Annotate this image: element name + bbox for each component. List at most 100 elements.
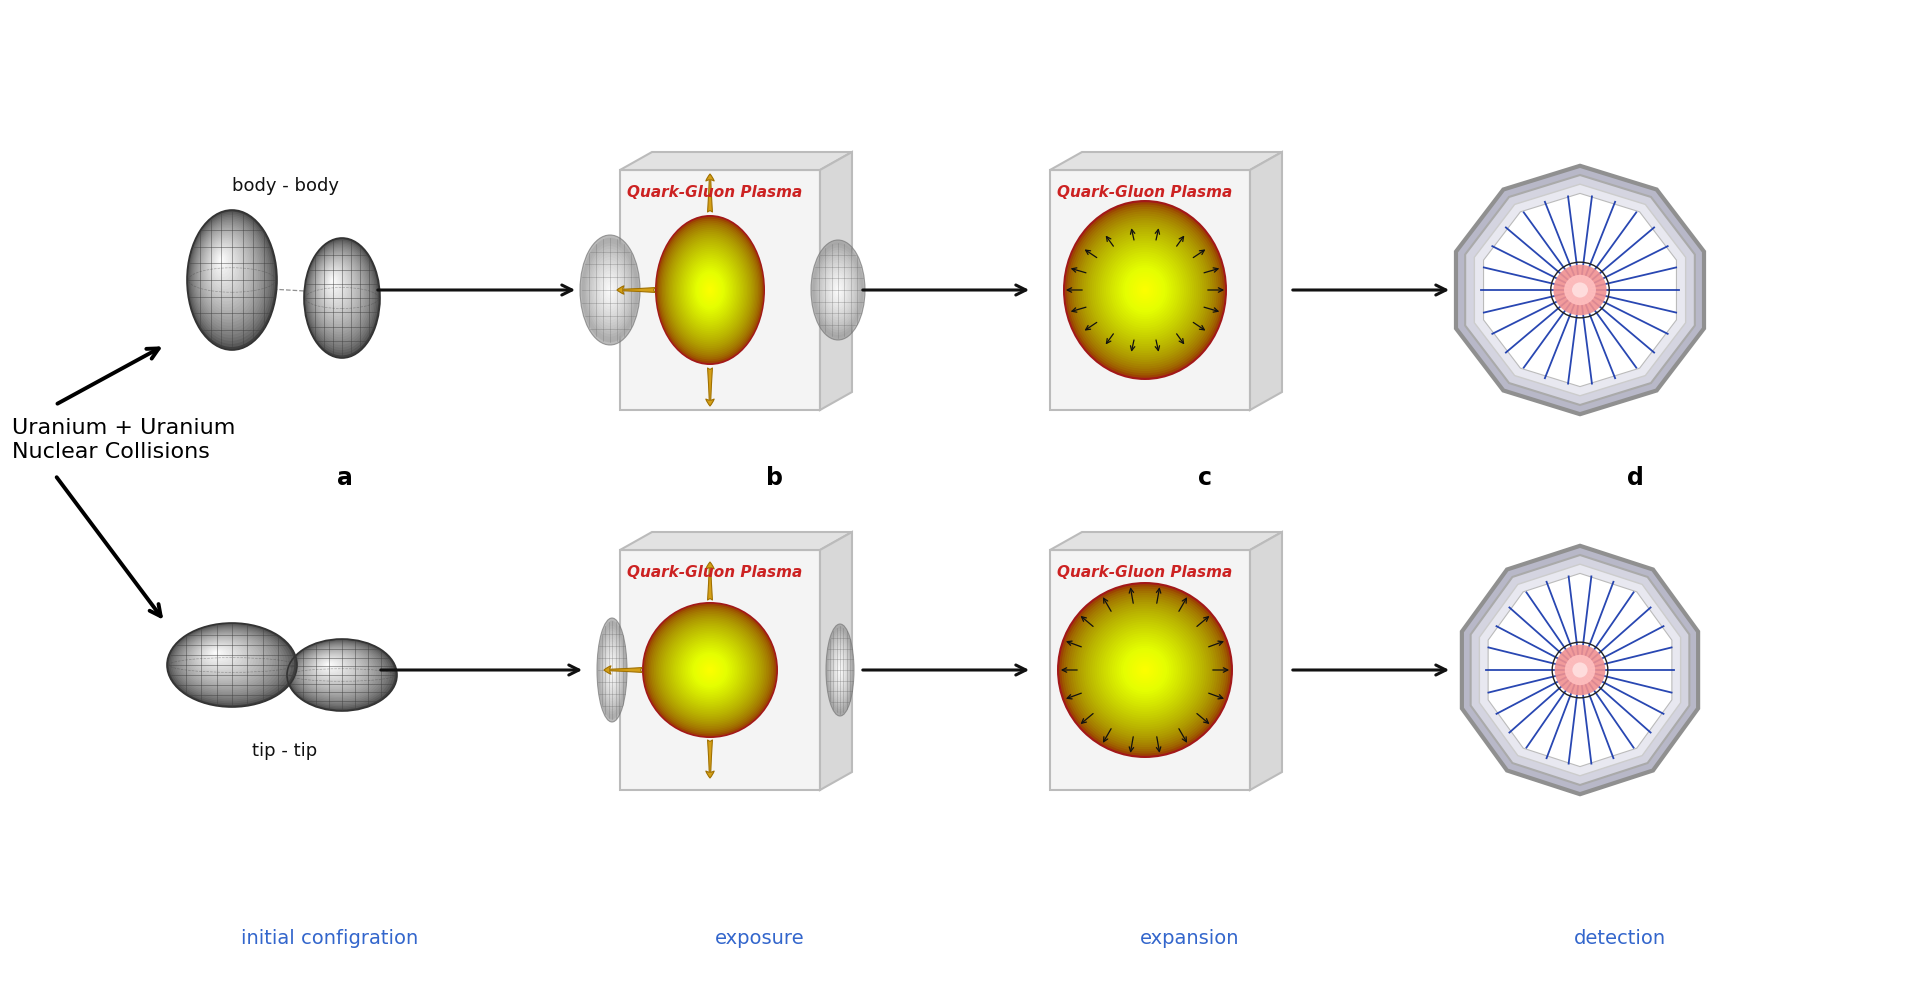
Ellipse shape [1565, 654, 1596, 685]
Ellipse shape [330, 276, 338, 288]
Ellipse shape [217, 254, 227, 268]
Ellipse shape [196, 223, 261, 326]
Ellipse shape [1083, 609, 1206, 732]
Ellipse shape [311, 654, 355, 683]
Ellipse shape [1081, 606, 1210, 734]
Ellipse shape [609, 659, 614, 680]
Ellipse shape [707, 284, 714, 296]
Ellipse shape [603, 639, 620, 701]
Ellipse shape [697, 656, 724, 684]
Ellipse shape [1104, 629, 1187, 712]
Ellipse shape [194, 640, 252, 676]
Ellipse shape [647, 607, 774, 733]
Ellipse shape [668, 234, 751, 346]
Ellipse shape [837, 660, 843, 679]
Ellipse shape [676, 636, 745, 704]
Ellipse shape [298, 645, 378, 699]
Ellipse shape [300, 646, 376, 697]
Text: c: c [1198, 466, 1212, 490]
Ellipse shape [664, 624, 756, 716]
Ellipse shape [1073, 597, 1217, 742]
Ellipse shape [591, 254, 630, 326]
Ellipse shape [196, 641, 248, 674]
Ellipse shape [219, 257, 223, 262]
Ellipse shape [828, 627, 852, 714]
Ellipse shape [699, 659, 720, 680]
Ellipse shape [209, 241, 242, 292]
Ellipse shape [678, 245, 743, 335]
Polygon shape [1471, 555, 1690, 785]
Ellipse shape [1125, 267, 1165, 313]
Ellipse shape [200, 228, 257, 317]
Ellipse shape [1094, 234, 1196, 346]
Ellipse shape [584, 244, 636, 337]
Ellipse shape [662, 227, 756, 353]
Ellipse shape [317, 656, 349, 678]
Ellipse shape [645, 606, 774, 735]
Ellipse shape [611, 662, 614, 678]
Ellipse shape [1121, 263, 1169, 317]
Ellipse shape [660, 223, 760, 357]
Polygon shape [1250, 152, 1283, 410]
Ellipse shape [211, 649, 225, 658]
Ellipse shape [1106, 248, 1185, 333]
Ellipse shape [670, 630, 751, 711]
Ellipse shape [303, 238, 380, 358]
Ellipse shape [1064, 200, 1227, 380]
Ellipse shape [319, 658, 344, 675]
Ellipse shape [611, 665, 614, 675]
Ellipse shape [691, 265, 728, 315]
Text: Quark-Gluon Plasma: Quark-Gluon Plasma [628, 185, 803, 200]
Ellipse shape [1068, 593, 1221, 747]
Ellipse shape [1125, 650, 1165, 690]
Ellipse shape [190, 213, 273, 344]
Ellipse shape [601, 634, 622, 707]
Ellipse shape [202, 644, 240, 669]
Ellipse shape [828, 270, 849, 310]
Ellipse shape [707, 286, 712, 294]
Ellipse shape [296, 644, 380, 700]
Ellipse shape [657, 618, 762, 723]
Ellipse shape [167, 623, 298, 707]
Text: initial configration: initial configration [242, 929, 419, 947]
Ellipse shape [1123, 648, 1167, 692]
Ellipse shape [818, 252, 858, 328]
Ellipse shape [321, 263, 351, 311]
Text: expansion: expansion [1140, 929, 1240, 947]
Ellipse shape [313, 252, 365, 332]
Ellipse shape [835, 651, 845, 688]
Ellipse shape [1131, 274, 1160, 306]
Ellipse shape [693, 653, 728, 687]
Ellipse shape [194, 639, 253, 678]
Ellipse shape [1085, 611, 1204, 730]
Ellipse shape [169, 624, 294, 705]
Ellipse shape [313, 655, 353, 681]
Ellipse shape [591, 257, 628, 323]
Ellipse shape [1089, 613, 1202, 728]
Ellipse shape [1139, 283, 1152, 297]
Ellipse shape [307, 651, 363, 688]
Ellipse shape [1069, 595, 1219, 744]
Ellipse shape [837, 663, 843, 677]
Ellipse shape [588, 248, 632, 332]
Ellipse shape [662, 623, 758, 718]
Ellipse shape [1142, 288, 1146, 292]
Polygon shape [1250, 532, 1283, 790]
Ellipse shape [708, 288, 712, 292]
Ellipse shape [1092, 232, 1198, 348]
Ellipse shape [607, 651, 616, 688]
Ellipse shape [828, 631, 852, 709]
Ellipse shape [301, 648, 372, 694]
Ellipse shape [691, 651, 730, 689]
Ellipse shape [603, 637, 622, 704]
Ellipse shape [659, 221, 760, 359]
Text: a: a [338, 466, 353, 490]
Ellipse shape [1104, 245, 1187, 335]
Ellipse shape [1129, 272, 1162, 308]
Ellipse shape [605, 279, 616, 301]
Ellipse shape [1565, 275, 1596, 305]
Ellipse shape [693, 267, 726, 313]
Ellipse shape [829, 634, 851, 707]
Ellipse shape [670, 236, 751, 345]
Ellipse shape [1140, 285, 1148, 294]
